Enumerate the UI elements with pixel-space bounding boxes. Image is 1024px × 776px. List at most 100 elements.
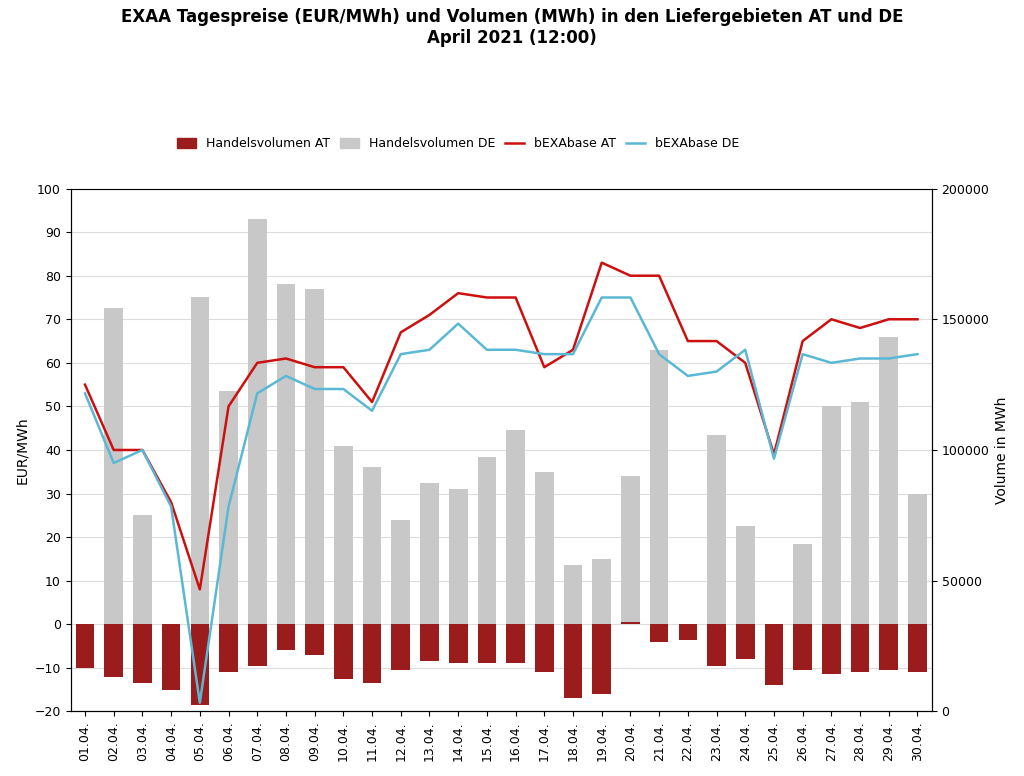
bEXAbase AT bbox=[251, 359, 263, 368]
Bar bbox=[219, 391, 238, 624]
Bar bbox=[449, 489, 468, 624]
Bar bbox=[794, 624, 812, 670]
Bar bbox=[190, 297, 209, 624]
bEXAbase DE bbox=[165, 502, 177, 511]
bEXAbase DE bbox=[280, 371, 292, 380]
Bar bbox=[736, 526, 755, 624]
bEXAbase DE bbox=[797, 349, 809, 359]
bEXAbase AT bbox=[308, 362, 321, 372]
bEXAbase AT bbox=[108, 445, 120, 455]
Bar bbox=[248, 624, 266, 666]
bEXAbase AT bbox=[883, 314, 895, 324]
bEXAbase AT bbox=[194, 585, 206, 594]
bEXAbase DE bbox=[539, 349, 551, 359]
bEXAbase AT bbox=[567, 345, 580, 355]
Bar bbox=[162, 624, 180, 690]
Bar bbox=[622, 622, 640, 624]
bEXAbase DE bbox=[911, 349, 924, 359]
bEXAbase DE bbox=[337, 384, 349, 393]
Bar bbox=[391, 624, 410, 670]
bEXAbase AT bbox=[136, 445, 148, 455]
bEXAbase AT bbox=[625, 271, 637, 280]
Bar bbox=[650, 350, 669, 624]
Line: bEXAbase DE: bEXAbase DE bbox=[85, 297, 918, 703]
bEXAbase DE bbox=[768, 454, 780, 463]
Bar bbox=[276, 624, 295, 650]
Bar bbox=[563, 566, 583, 624]
bEXAbase AT bbox=[596, 258, 608, 267]
bEXAbase AT bbox=[394, 327, 407, 337]
Bar bbox=[880, 337, 898, 624]
bEXAbase AT bbox=[682, 337, 694, 346]
Bar bbox=[305, 624, 324, 655]
bEXAbase AT bbox=[653, 271, 666, 280]
Bar bbox=[650, 624, 669, 642]
Line: bEXAbase AT: bEXAbase AT bbox=[85, 262, 918, 590]
bEXAbase DE bbox=[423, 345, 435, 355]
Bar bbox=[76, 624, 94, 668]
bEXAbase DE bbox=[567, 349, 580, 359]
Bar bbox=[477, 624, 497, 663]
bEXAbase DE bbox=[136, 445, 148, 455]
Bar bbox=[535, 624, 554, 672]
Bar bbox=[362, 624, 381, 683]
Bar bbox=[506, 431, 525, 624]
Bar bbox=[708, 435, 726, 624]
bEXAbase DE bbox=[308, 384, 321, 393]
bEXAbase AT bbox=[222, 402, 234, 411]
Bar bbox=[563, 624, 583, 698]
Bar bbox=[679, 624, 697, 639]
bEXAbase DE bbox=[79, 389, 91, 398]
Bar bbox=[593, 624, 611, 694]
bEXAbase AT bbox=[452, 289, 464, 298]
bEXAbase AT bbox=[423, 310, 435, 320]
Bar bbox=[133, 515, 152, 624]
bEXAbase DE bbox=[366, 406, 378, 415]
Bar bbox=[420, 624, 439, 661]
Bar bbox=[305, 289, 324, 624]
bEXAbase AT bbox=[911, 314, 924, 324]
Bar bbox=[851, 402, 869, 624]
bEXAbase AT bbox=[797, 337, 809, 346]
Bar bbox=[822, 624, 841, 674]
Text: EXAA Tagespreise (EUR/MWh) und Volumen (MWh) in den Liefergebieten AT und DE
Apr: EXAA Tagespreise (EUR/MWh) und Volumen (… bbox=[121, 8, 903, 47]
Bar bbox=[708, 624, 726, 666]
bEXAbase DE bbox=[596, 293, 608, 302]
Bar bbox=[449, 624, 468, 663]
bEXAbase DE bbox=[510, 345, 522, 355]
Bar bbox=[420, 483, 439, 624]
bEXAbase AT bbox=[480, 293, 493, 302]
Bar bbox=[334, 624, 352, 679]
bEXAbase AT bbox=[280, 354, 292, 363]
bEXAbase DE bbox=[452, 319, 464, 328]
bEXAbase AT bbox=[825, 314, 838, 324]
Bar bbox=[622, 476, 640, 624]
bEXAbase AT bbox=[79, 380, 91, 390]
bEXAbase DE bbox=[251, 389, 263, 398]
Y-axis label: Volume in MWh: Volume in MWh bbox=[995, 397, 1009, 504]
Bar bbox=[104, 624, 123, 677]
Bar bbox=[133, 624, 152, 683]
Bar bbox=[190, 624, 209, 705]
bEXAbase AT bbox=[366, 397, 378, 407]
bEXAbase AT bbox=[768, 449, 780, 459]
Bar bbox=[276, 285, 295, 624]
bEXAbase DE bbox=[480, 345, 493, 355]
Bar bbox=[391, 520, 410, 624]
bEXAbase AT bbox=[337, 362, 349, 372]
bEXAbase DE bbox=[653, 349, 666, 359]
Bar bbox=[908, 494, 927, 624]
Bar bbox=[593, 559, 611, 624]
bEXAbase DE bbox=[711, 367, 723, 376]
bEXAbase AT bbox=[539, 362, 551, 372]
bEXAbase DE bbox=[625, 293, 637, 302]
Bar bbox=[477, 456, 497, 624]
bEXAbase AT bbox=[854, 324, 866, 333]
Bar bbox=[880, 624, 898, 670]
bEXAbase DE bbox=[394, 349, 407, 359]
Bar bbox=[334, 445, 352, 624]
Bar bbox=[908, 624, 927, 672]
Bar bbox=[794, 544, 812, 624]
bEXAbase DE bbox=[682, 371, 694, 380]
Bar bbox=[104, 308, 123, 624]
